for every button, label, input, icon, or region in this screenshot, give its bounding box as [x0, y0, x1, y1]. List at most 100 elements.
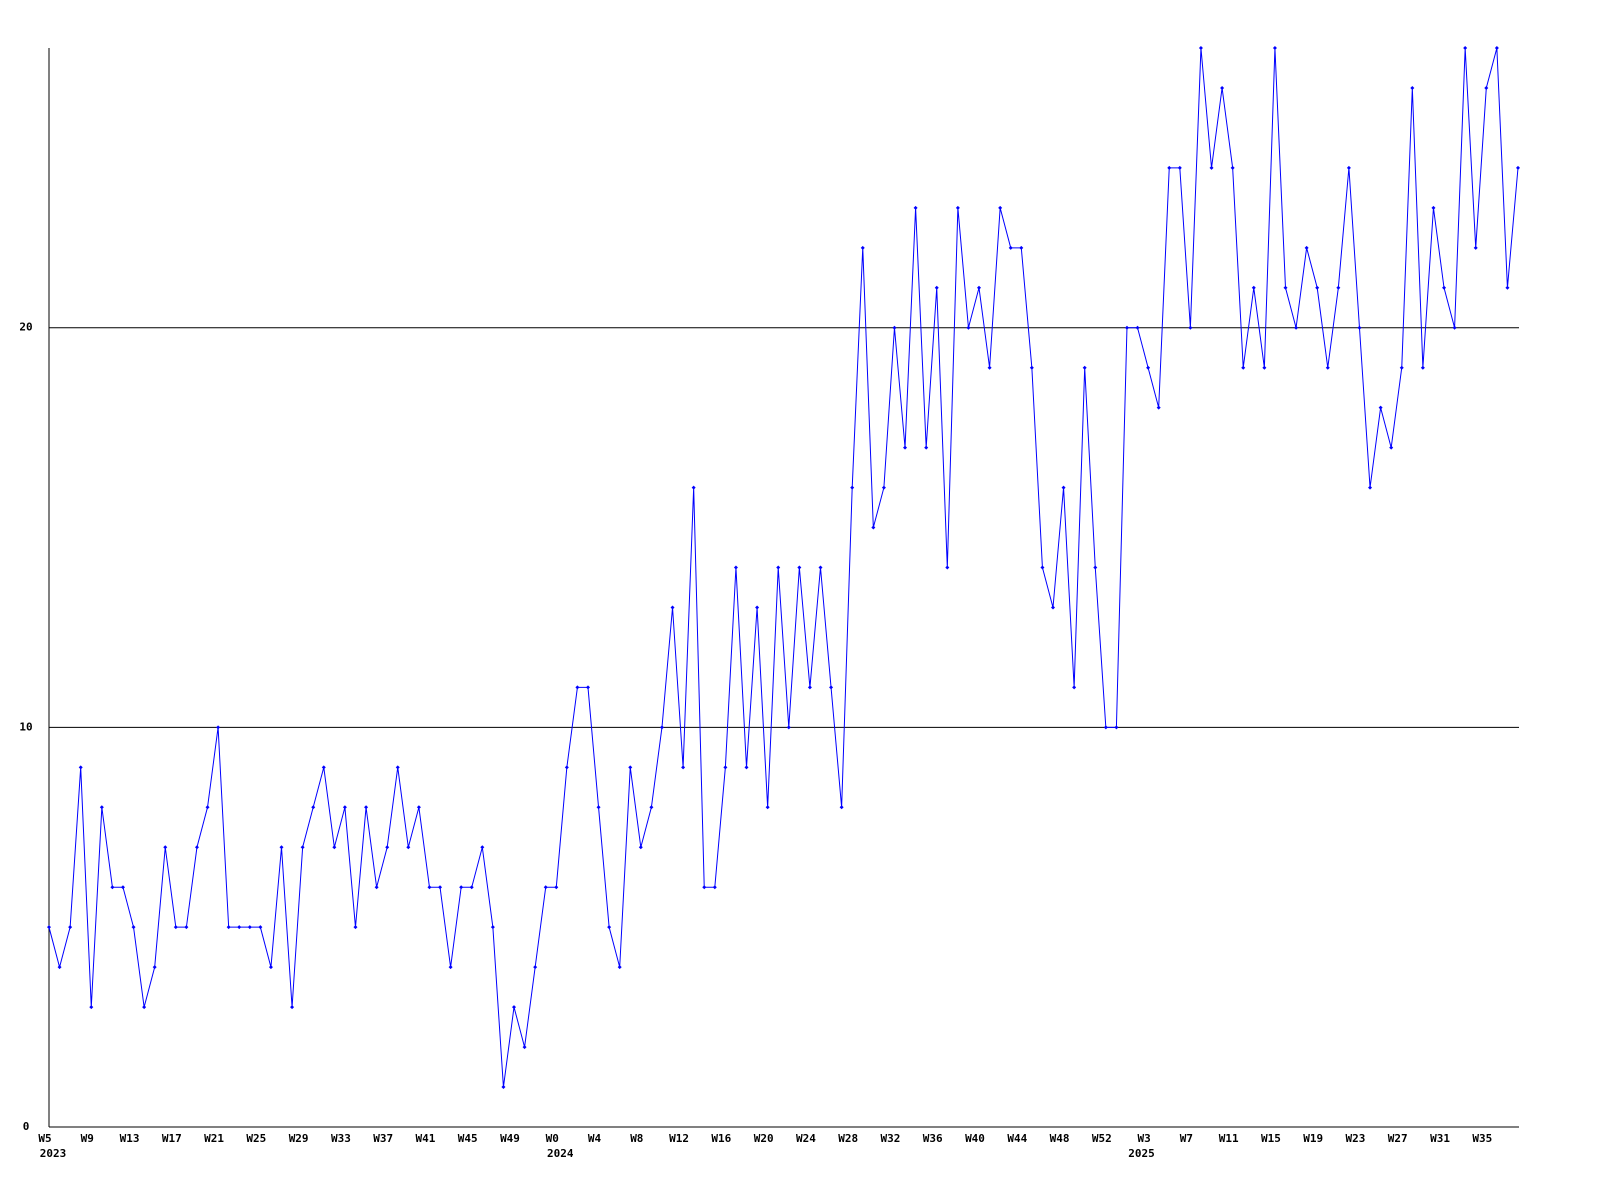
- data-point: [1167, 165, 1172, 170]
- data-point: [1463, 46, 1468, 50]
- data-point: [681, 765, 686, 770]
- x-tick-label: W52: [1092, 1132, 1112, 1145]
- data-point: [807, 685, 812, 690]
- data-point: [258, 925, 263, 930]
- data-point: [1241, 365, 1246, 370]
- x-tick-label: W25: [246, 1132, 266, 1145]
- x-tick-label: W23: [1346, 1132, 1366, 1145]
- data-point: [966, 325, 971, 330]
- data-point: [839, 805, 844, 810]
- data-point: [374, 885, 379, 890]
- data-point: [1505, 285, 1510, 290]
- y-tick-label: 10: [19, 720, 32, 733]
- data-point: [205, 805, 210, 810]
- data-point: [1008, 245, 1013, 250]
- x-tick-label: W19: [1303, 1132, 1323, 1145]
- x-tick-label: W17: [162, 1132, 182, 1145]
- data-point: [469, 885, 474, 890]
- data-point: [1156, 405, 1161, 410]
- data-point: [512, 1005, 517, 1010]
- y-tick-label: 0: [23, 1120, 30, 1133]
- data-point: [448, 965, 453, 970]
- data-point: [163, 845, 168, 850]
- data-point: [1146, 365, 1151, 370]
- data-point: [395, 765, 400, 770]
- data-point: [216, 725, 221, 730]
- data-point: [321, 765, 326, 770]
- data-point: [1050, 605, 1055, 610]
- data-point: [342, 805, 347, 810]
- data-point: [1336, 285, 1341, 290]
- year-label: 2025: [1128, 1147, 1155, 1160]
- x-tick-label: W36: [923, 1132, 943, 1145]
- year-label: 2024: [547, 1147, 574, 1160]
- data-point: [385, 845, 390, 850]
- x-tick-label: W33: [331, 1132, 351, 1145]
- data-point: [459, 885, 464, 890]
- data-point: [818, 565, 823, 570]
- data-point: [955, 205, 960, 210]
- data-line: [48, 47, 1519, 1088]
- data-point: [934, 285, 939, 290]
- data-point: [300, 845, 305, 850]
- data-point: [850, 485, 855, 490]
- data-point: [99, 805, 104, 810]
- data-point: [596, 805, 601, 810]
- data-point: [1484, 85, 1489, 90]
- data-point: [57, 965, 62, 970]
- data-point: [638, 845, 643, 850]
- data-point: [1061, 485, 1066, 490]
- x-tick-label: W27: [1388, 1132, 1408, 1145]
- data-point: [427, 885, 432, 890]
- data-point: [237, 925, 242, 930]
- data-point: [1357, 325, 1362, 330]
- data-point: [1346, 165, 1351, 170]
- data-point: [120, 885, 125, 890]
- data-point: [1473, 245, 1478, 250]
- x-tick-label: W45: [458, 1132, 478, 1145]
- x-tick-label: W16: [711, 1132, 731, 1145]
- x-tick-label: W35: [1472, 1132, 1492, 1145]
- data-point: [89, 1005, 94, 1010]
- data-point: [776, 565, 781, 570]
- data-point: [194, 845, 199, 850]
- data-point: [406, 845, 411, 850]
- data-point: [353, 925, 358, 930]
- x-tick-label: W13: [120, 1132, 140, 1145]
- data-point: [1283, 285, 1288, 290]
- data-point: [543, 885, 548, 890]
- data-point: [1304, 245, 1309, 250]
- data-point: [1103, 725, 1108, 730]
- x-tick-label: W12: [669, 1132, 689, 1145]
- data-point: [1114, 725, 1119, 730]
- y-tick-label: 20: [19, 321, 32, 334]
- data-point: [1272, 46, 1277, 50]
- data-point: [829, 685, 834, 690]
- data-point: [945, 565, 950, 570]
- data-point: [712, 885, 717, 890]
- data-point: [1072, 685, 1077, 690]
- x-tick-label: W11: [1219, 1132, 1239, 1145]
- data-point: [68, 925, 73, 930]
- data-point: [1209, 165, 1214, 170]
- x-tick-label: W0: [546, 1132, 559, 1145]
- x-tick-label: W21: [204, 1132, 224, 1145]
- data-point: [1177, 165, 1182, 170]
- data-point: [311, 805, 316, 810]
- data-point: [649, 805, 654, 810]
- data-point: [1494, 46, 1499, 50]
- data-point: [332, 845, 337, 850]
- data-point: [279, 845, 284, 850]
- x-tick-label: W7: [1180, 1132, 1193, 1145]
- x-tick-label: W29: [289, 1132, 309, 1145]
- data-point: [416, 805, 421, 810]
- x-tick-label: W44: [1007, 1132, 1027, 1145]
- data-point: [881, 485, 886, 490]
- x-tick-label: W32: [881, 1132, 901, 1145]
- data-point: [924, 445, 929, 450]
- data-point: [575, 685, 580, 690]
- data-point: [860, 245, 865, 250]
- data-point: [142, 1005, 147, 1010]
- data-point: [723, 765, 728, 770]
- data-point: [1442, 285, 1447, 290]
